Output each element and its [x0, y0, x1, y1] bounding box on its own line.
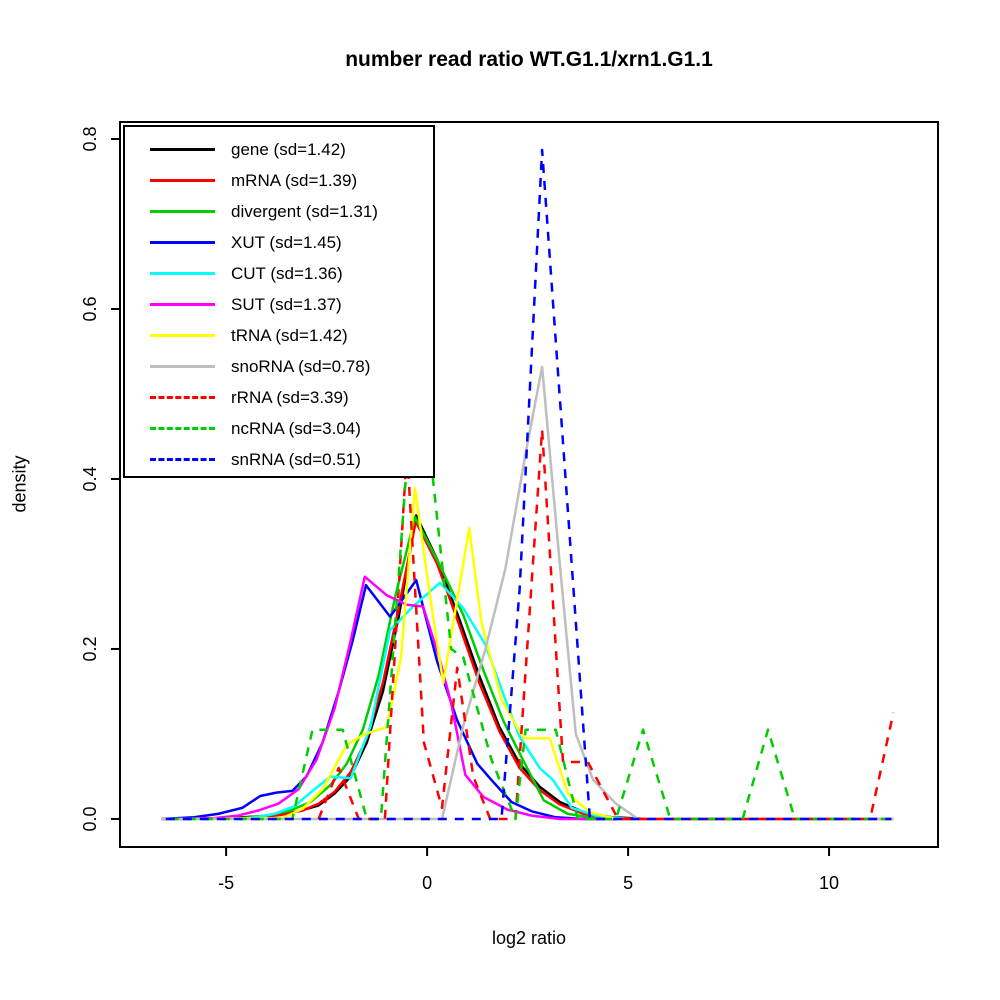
legend-label: XUT (sd=1.45) — [231, 233, 342, 252]
legend-label: divergent (sd=1.31) — [231, 202, 378, 221]
legend-label: rRNA (sd=3.39) — [231, 388, 349, 407]
x-tick-label: -5 — [218, 873, 234, 893]
legend-label: ncRNA (sd=3.04) — [231, 419, 361, 438]
legend-item-gene: gene (sd=1.42) — [150, 134, 433, 165]
series-gene — [161, 514, 894, 821]
x-tick-label: 10 — [819, 873, 839, 893]
legend-item-SUT: SUT (sd=1.37) — [150, 289, 433, 320]
plot-frame — [119, 121, 939, 848]
x-tick-label: 0 — [422, 873, 432, 893]
legend-label: snoRNA (sd=0.78) — [231, 357, 371, 376]
y-axis-label: density — [9, 455, 30, 513]
legend-label: tRNA (sd=1.42) — [231, 326, 348, 345]
x-tick-label: 5 — [623, 873, 633, 893]
x-axis-label: log2 ratio — [491, 928, 567, 948]
legend-item-snoRNA: snoRNA (sd=0.78) — [150, 351, 433, 382]
y-tick-label: 0.4 — [80, 466, 100, 491]
legend-label: SUT (sd=1.37) — [231, 295, 342, 314]
legend-item-rRNA: rRNA (sd=3.39) — [150, 382, 433, 413]
chart-title: number read ratio WT.G1.1/xrn1.G1.1 — [345, 48, 713, 71]
series-snoRNA — [161, 365, 894, 821]
legend-label: gene (sd=1.42) — [231, 140, 346, 159]
legend-line-sample — [150, 241, 215, 244]
legend-item-mRNA: mRNA (sd=1.39) — [150, 165, 433, 196]
y-tick-label: 0.2 — [80, 636, 100, 661]
legend-line-sample — [150, 427, 215, 430]
legend-item-snRNA: snRNA (sd=0.51) — [150, 444, 433, 475]
legend-line-sample — [150, 365, 215, 368]
legend-line-sample — [150, 148, 215, 151]
legend-line-sample — [150, 272, 215, 275]
series-CUT — [185, 581, 894, 821]
series-mRNA — [185, 520, 894, 821]
series-XUT — [161, 578, 894, 821]
legend-label: snRNA (sd=0.51) — [231, 450, 361, 469]
legend-item-XUT: XUT (sd=1.45) — [150, 227, 433, 258]
legend-label: mRNA (sd=1.39) — [231, 171, 358, 190]
legend-line-sample — [150, 396, 215, 399]
legend-item-CUT: CUT (sd=1.36) — [150, 258, 433, 289]
series-divergent — [177, 515, 894, 821]
series-tRNA — [193, 487, 894, 821]
legend-item-tRNA: tRNA (sd=1.42) — [150, 320, 433, 351]
legend-line-sample — [150, 458, 215, 461]
legend-line-sample — [150, 334, 215, 337]
series-snRNA — [165, 148, 892, 821]
legend: gene (sd=1.42) mRNA (sd=1.39) divergent (s… — [123, 125, 435, 478]
legend-item-divergent: divergent (sd=1.31) — [150, 196, 433, 227]
y-tick-label: 0.6 — [80, 296, 100, 321]
y-tick-label: 0.8 — [80, 126, 100, 151]
series-SUT — [177, 575, 894, 821]
legend-line-sample — [150, 303, 215, 306]
y-tick-label: 0.0 — [80, 806, 100, 831]
series-ncRNA — [169, 460, 892, 821]
legend-line-sample — [150, 179, 215, 182]
legend-item-ncRNA: ncRNA (sd=3.04) — [150, 413, 433, 444]
legend-label: CUT (sd=1.36) — [231, 264, 343, 283]
legend-line-sample — [150, 210, 215, 213]
